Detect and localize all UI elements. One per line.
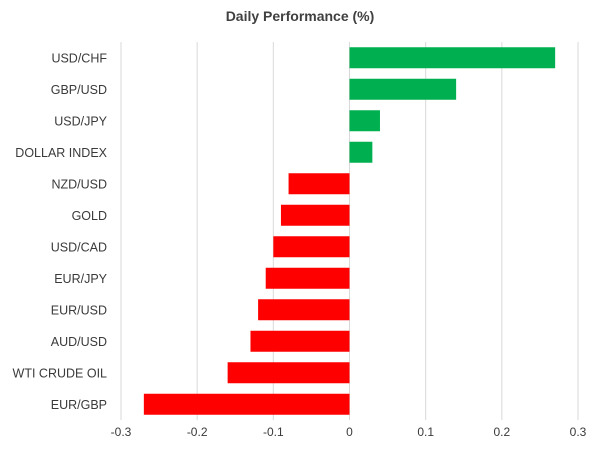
bar [250,330,350,352]
x-tick-label: 0.2 [493,425,510,439]
bar [349,47,556,69]
x-tick-label: -0.3 [111,425,132,439]
category-label: USD/CAD [51,240,107,254]
category-label: USD/CHF [51,51,107,65]
bar [349,110,380,132]
bar [349,78,457,100]
x-tick-label: 0.3 [570,425,587,439]
bar [227,362,350,384]
bar [349,141,373,163]
bar [265,267,350,289]
bar [143,393,350,415]
category-label: EUR/JPY [54,272,107,286]
category-label: DOLLAR INDEX [15,146,107,160]
bar [288,173,350,195]
category-label: USD/JPY [54,114,107,128]
category-label: GOLD [72,209,107,223]
category-label: EUR/USD [51,303,107,317]
x-tick-label: -0.1 [263,425,284,439]
category-label: NZD/USD [51,177,107,191]
x-tick-label: 0 [346,425,353,439]
category-label: EUR/GBP [51,398,107,412]
x-tick-label: -0.2 [187,425,208,439]
bar [280,204,350,226]
category-label: GBP/USD [51,83,107,97]
bar [273,236,350,258]
category-label: WTI CRUDE OIL [13,366,107,380]
bar [258,299,350,321]
category-label: AUD/USD [51,335,107,349]
chart-title: Daily Performance (%) [225,8,375,24]
x-tick-label: 0.1 [417,425,434,439]
